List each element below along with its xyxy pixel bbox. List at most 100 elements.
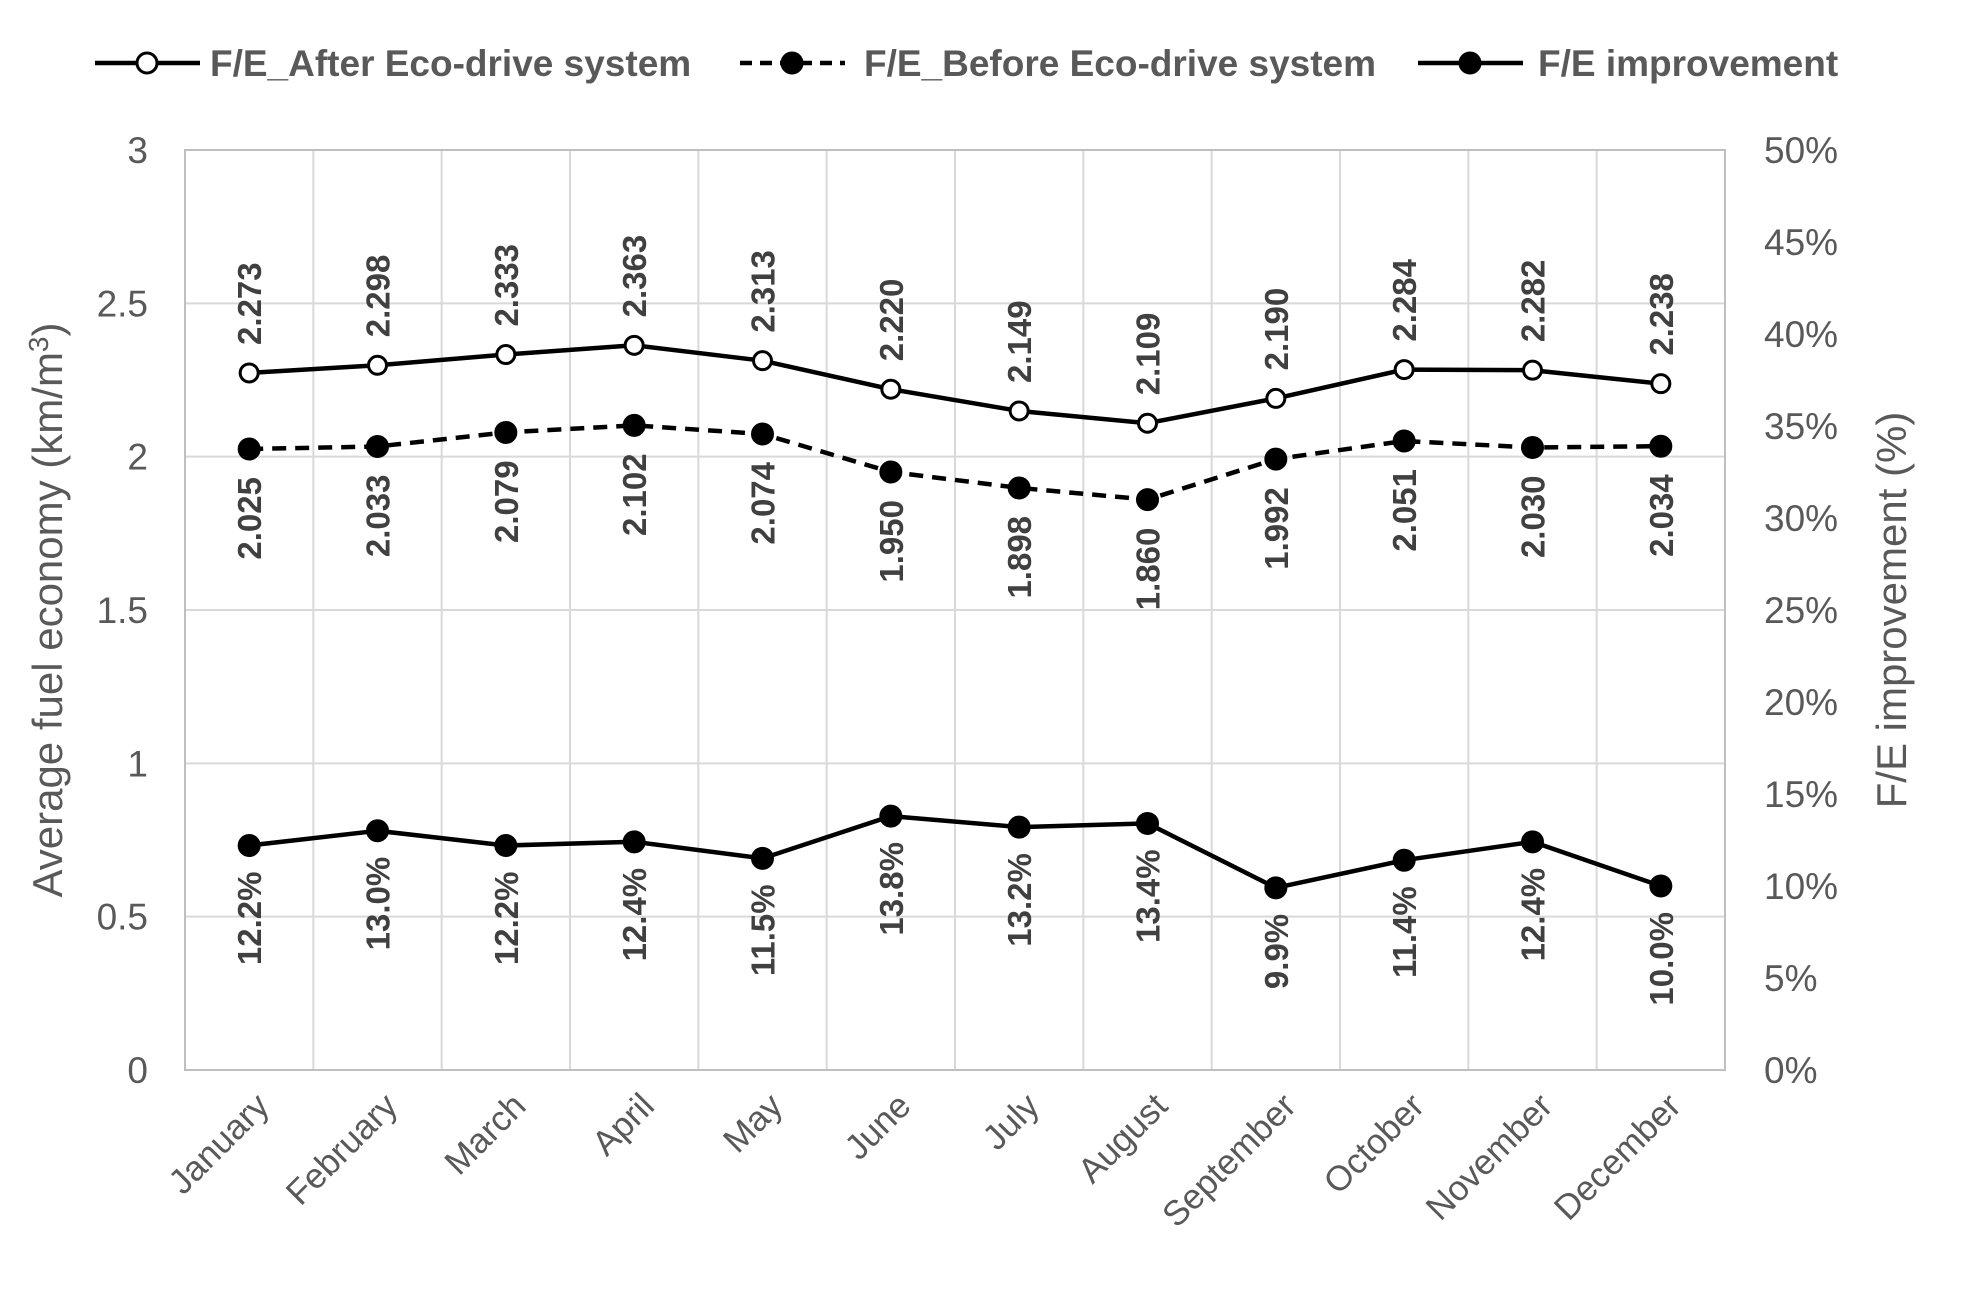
right-tick-label: 50% — [1764, 130, 1838, 171]
data-label-improvement-june: 13.8% — [873, 842, 910, 936]
data-point-after-february — [367, 354, 388, 376]
data-label-after-october: 2.284 — [1386, 258, 1423, 341]
right-tick-label: 45% — [1764, 222, 1838, 263]
data-point-before-april — [622, 413, 646, 437]
data-label-before-july: 1.898 — [1001, 516, 1038, 599]
left-axis-ticks: 0 0.5 1 1.5 2 2.5 3 — [97, 130, 148, 1091]
category-label-february: February — [279, 1086, 406, 1213]
data-label-before-november: 2.030 — [1515, 475, 1552, 558]
data-point-before-november — [1521, 435, 1544, 459]
data-labels: 2.273 2.298 2.333 2.363 2.313 2.220 2.149 2.109… — [231, 235, 1680, 1006]
category-label-may: May — [716, 1086, 791, 1161]
data-label-before-may: 2.074 — [745, 461, 782, 544]
data-label-before-february: 2.033 — [360, 475, 397, 558]
plot-area-frame — [184, 149, 1726, 1071]
data-label-after-november: 2.282 — [1515, 260, 1552, 343]
right-tick-label: 0% — [1764, 1050, 1817, 1091]
data-label-before-september: 1.992 — [1258, 487, 1295, 570]
category-label-september: September — [1155, 1086, 1304, 1235]
data-point-after-september — [1265, 387, 1287, 409]
right-tick-label: 25% — [1764, 590, 1838, 631]
data-label-after-january: 2.273 — [231, 262, 268, 345]
data-label-improvement-april: 12.4% — [616, 868, 653, 962]
data-point-improvement-august — [1136, 811, 1159, 835]
gridlines — [185, 150, 1725, 1070]
data-label-after-december: 2.238 — [1643, 273, 1680, 356]
left-tick-label: 2.5 — [97, 283, 148, 324]
category-label-june: June — [837, 1086, 918, 1167]
data-point-before-march — [494, 420, 518, 444]
series-line-before — [249, 423, 1661, 502]
data-label-before-january: 2.025 — [231, 477, 268, 560]
legend: F/E_After Eco-drive system F/E_Before Eco… — [95, 43, 1838, 84]
x-axis-category-labels: January February March April May June July Augu… — [161, 1086, 1689, 1235]
data-point-before-may — [751, 422, 774, 446]
series-line-improvement — [248, 813, 1662, 891]
data-point-before-february — [366, 435, 389, 459]
data-label-after-september: 2.190 — [1258, 288, 1295, 371]
left-tick-label: 0.5 — [97, 897, 148, 938]
data-point-improvement-december — [1649, 874, 1673, 898]
data-label-improvement-september: 9.9% — [1258, 914, 1295, 989]
category-label-january: January — [161, 1086, 277, 1202]
data-label-improvement-march: 12.2% — [488, 872, 525, 966]
data-point-after-june — [880, 378, 902, 400]
data-point-before-june — [879, 460, 903, 484]
legend-marker-1 — [780, 51, 804, 75]
data-label-improvement-august: 13.4% — [1130, 849, 1167, 943]
data-label-before-june: 1.950 — [873, 500, 910, 583]
data-point-before-october — [1392, 429, 1416, 453]
legend-label-2: F/E improvement — [1538, 43, 1838, 84]
left-axis-title: Average fuel economy (km/m3) — [23, 322, 71, 897]
data-point-improvement-november — [1521, 830, 1544, 854]
data-point-before-december — [1649, 434, 1673, 458]
category-label-november: November — [1418, 1086, 1560, 1228]
data-label-before-april: 2.102 — [616, 453, 653, 536]
data-point-improvement-june — [879, 804, 903, 828]
left-tick-label: 3 — [127, 130, 148, 171]
data-label-before-august: 1.860 — [1130, 528, 1167, 611]
data-label-after-may: 2.313 — [745, 250, 782, 333]
left-tick-label: 2 — [127, 437, 148, 478]
series-layer — [237, 334, 1673, 900]
right-tick-label: 5% — [1764, 958, 1817, 999]
data-label-after-july: 2.149 — [1001, 300, 1038, 383]
legend-label-1: F/E_Before Eco-drive system — [864, 43, 1376, 84]
legend-label-0: F/E_After Eco-drive system — [210, 43, 691, 84]
data-label-after-april: 2.363 — [616, 235, 653, 318]
data-point-after-october — [1393, 359, 1415, 381]
data-label-improvement-december: 10.0% — [1643, 912, 1680, 1006]
category-label-july: July — [975, 1086, 1047, 1158]
data-point-improvement-october — [1392, 848, 1416, 872]
data-point-after-november — [1522, 359, 1543, 381]
data-point-before-august — [1136, 488, 1159, 512]
data-label-improvement-may: 11.5% — [745, 884, 782, 976]
data-point-after-april — [623, 334, 645, 356]
right-tick-label: 15% — [1764, 774, 1838, 815]
data-point-before-july — [1007, 476, 1031, 500]
data-point-improvement-may — [751, 846, 774, 870]
data-point-after-august — [1137, 412, 1158, 434]
right-axis-ticks: 0% 5% 10% 15% 20% 25% 30% 35% 40% 45% 50% — [1764, 130, 1838, 1091]
category-label-october: October — [1316, 1086, 1432, 1202]
category-label-april: April — [585, 1086, 662, 1163]
data-label-after-february: 2.298 — [360, 255, 397, 338]
right-tick-label: 35% — [1764, 406, 1838, 447]
category-label-august: August — [1071, 1086, 1176, 1191]
data-point-after-march — [495, 344, 517, 366]
data-label-before-march: 2.079 — [488, 460, 525, 543]
data-point-improvement-january — [237, 834, 261, 858]
data-label-improvement-july: 13.2% — [1001, 853, 1038, 947]
data-label-before-december: 2.034 — [1643, 474, 1680, 557]
right-tick-label: 10% — [1764, 866, 1838, 907]
right-tick-label: 40% — [1764, 314, 1838, 355]
data-label-after-august: 2.109 — [1130, 313, 1167, 396]
category-label-march: March — [437, 1086, 533, 1182]
data-label-after-june: 2.220 — [873, 279, 910, 362]
data-label-improvement-january: 12.2% — [231, 872, 268, 966]
category-label-december: December — [1547, 1086, 1689, 1228]
data-label-improvement-october: 11.4% — [1386, 886, 1423, 978]
data-point-before-january — [237, 437, 261, 461]
right-tick-label: 20% — [1764, 682, 1838, 723]
